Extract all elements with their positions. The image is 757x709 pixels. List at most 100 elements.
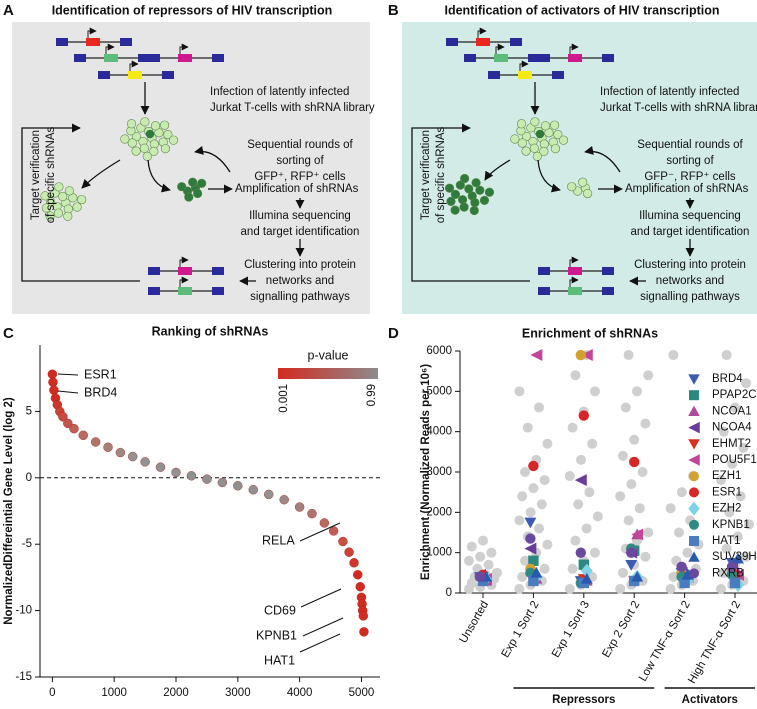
- x-tick-label: Exp 1 Sort 2: [500, 599, 542, 660]
- legend-label: EZH1: [712, 470, 741, 482]
- background-point: [522, 422, 533, 433]
- shrna-block: [518, 71, 532, 79]
- shrna-block: [128, 71, 142, 79]
- arrow: [194, 145, 231, 173]
- cell: [460, 173, 470, 184]
- step-text: Sequential rounds of: [637, 139, 743, 151]
- panel-title: Identification of activators of HIV tran…: [444, 3, 719, 17]
- marker: [726, 561, 738, 572]
- cell: [479, 195, 490, 206]
- step-text: of specific shRNAs: [45, 127, 57, 224]
- promoter-arrow: [569, 276, 579, 287]
- step-text: Amplification of shRNAs: [625, 183, 749, 195]
- panel-title: Identification of repressors of HIV tran…: [52, 3, 333, 17]
- cell: [455, 180, 465, 190]
- legend-label: ESR1: [712, 486, 742, 498]
- x-tick-label: Exp 2 Sort 2: [600, 599, 642, 660]
- background-point: [716, 475, 726, 486]
- step-text: sorting of: [666, 155, 714, 167]
- cell: [64, 186, 74, 196]
- background-point: [514, 583, 525, 594]
- cell: [45, 211, 55, 221]
- background-point: [528, 483, 539, 494]
- point: [155, 462, 166, 472]
- background-point: [721, 543, 732, 554]
- cell: [145, 129, 155, 139]
- background-point: [478, 535, 488, 546]
- shrna-block: [476, 38, 490, 46]
- cell: [469, 205, 479, 216]
- step-text: Illumina sequencing: [639, 210, 741, 222]
- gene-block: [446, 38, 458, 46]
- legend-label: EZH2: [712, 503, 741, 515]
- point: [358, 611, 369, 621]
- colorbar-tick-label: 0.001: [278, 384, 290, 413]
- cell: [558, 135, 569, 145]
- gene-block: [148, 287, 160, 295]
- legend-label: POU5F1: [712, 454, 757, 466]
- promoter-arrow: [569, 43, 579, 54]
- shrna-block: [104, 54, 118, 62]
- cell: [444, 183, 455, 193]
- background-point: [570, 370, 581, 381]
- x-tick-label: 2000: [163, 687, 189, 699]
- annotation: RELA: [262, 533, 295, 547]
- marker: [679, 577, 690, 589]
- point: [248, 485, 258, 495]
- legend-marker: [689, 519, 699, 530]
- marker: [729, 577, 741, 589]
- cell: [457, 195, 468, 205]
- panel-background: [12, 22, 370, 314]
- cell: [517, 138, 527, 148]
- step-text: Infection of latently infected: [600, 86, 739, 98]
- y-tick-label: 5: [26, 405, 32, 417]
- shrna-block: [178, 267, 192, 275]
- legend-label: NCOA4: [712, 422, 752, 434]
- step-text: Jurkat T-cells with shRNA library: [210, 102, 375, 114]
- gene-block: [510, 38, 522, 46]
- point: [328, 526, 339, 536]
- background-point: [590, 386, 600, 397]
- background-point: [738, 442, 749, 453]
- y-tick-label: 5000: [426, 385, 452, 397]
- colorbar: [278, 368, 378, 379]
- point: [90, 437, 101, 447]
- cell: [160, 144, 171, 154]
- gene-block: [602, 267, 614, 275]
- group-label: Repressors: [552, 694, 615, 706]
- panel-letter: B: [388, 2, 399, 19]
- y-axis-title: Enrichment (Normalized Reads per 10⁶): [420, 364, 432, 580]
- step-text: Target verification: [420, 130, 432, 220]
- legend-marker: [688, 374, 700, 385]
- marker: [631, 570, 644, 582]
- y-tick-label: 0: [446, 587, 452, 599]
- cell: [131, 131, 142, 142]
- marker: [726, 569, 738, 581]
- gene-block: [120, 38, 132, 46]
- legend-marker: [688, 405, 700, 416]
- promoter-arrow: [569, 256, 579, 267]
- arrow: [584, 145, 621, 173]
- group-label: Activators: [682, 694, 738, 706]
- background-point: [724, 507, 735, 518]
- legend-label: SUV39H1: [712, 551, 757, 563]
- background-point: [732, 531, 743, 542]
- background-point: [534, 523, 544, 534]
- point: [63, 418, 73, 429]
- y-tick-label: 1000: [426, 547, 452, 559]
- background-point: [587, 438, 598, 449]
- annotation-line: [57, 373, 79, 376]
- arrow: [81, 159, 121, 189]
- cell: [464, 184, 474, 194]
- background-point: [567, 563, 578, 574]
- marker: [625, 559, 638, 571]
- y-tick-label: -10: [15, 605, 32, 617]
- arrow: [537, 159, 561, 193]
- chart-title: Ranking of shRNAs: [152, 324, 269, 338]
- cell: [550, 144, 561, 154]
- background-point: [665, 583, 676, 594]
- background-point: [668, 350, 679, 361]
- feedback-line: [21, 123, 140, 282]
- gene-block: [148, 267, 160, 275]
